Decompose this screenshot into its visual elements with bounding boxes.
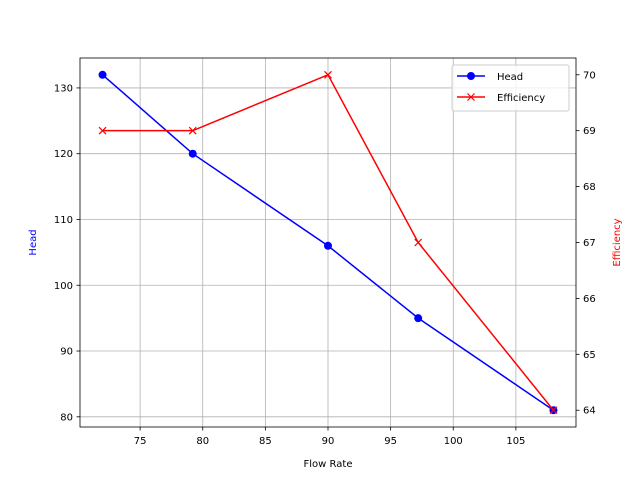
x-tick-label: 80 [196, 436, 209, 447]
x-axis: 75 80 85 90 95 100 105 [134, 427, 525, 447]
head-point [98, 70, 107, 79]
head-point [414, 314, 423, 323]
x-tick-label: 75 [134, 436, 147, 447]
x-tick-label: 90 [322, 436, 335, 447]
y-tick-label: 110 [54, 215, 73, 226]
y-tick-label: 130 [54, 83, 73, 94]
head-point [324, 241, 332, 250]
efficiency-point [98, 126, 107, 135]
efficiency-point [414, 238, 423, 247]
legend-efficiency-marker [467, 93, 475, 101]
y-tick-label-right: 68 [583, 182, 596, 193]
y-axis-label-right: Efficiency [612, 218, 623, 266]
y-axis-label-left: Head [28, 229, 39, 255]
x-tick-label: 105 [506, 436, 525, 447]
legend: Head Efficiency [451, 64, 570, 112]
x-tick-label: 100 [444, 436, 463, 447]
legend-head-label: Head [497, 72, 523, 83]
y-axis-right: 64 65 66 67 68 69 70 [576, 70, 596, 417]
y-tick-label: 120 [54, 149, 73, 160]
x-tick-label: 85 [259, 436, 272, 447]
y-tick-label-right: 69 [583, 126, 596, 137]
y-tick-label-right: 65 [583, 350, 596, 361]
head-point [188, 149, 197, 158]
y-tick-label: 90 [60, 347, 73, 358]
series-layer [98, 70, 558, 415]
x-tick-label: 95 [384, 436, 397, 447]
y-tick-label: 80 [60, 412, 73, 423]
efficiency-point [549, 406, 558, 415]
efficiency-point [188, 126, 197, 135]
y-tick-label-right: 70 [583, 70, 596, 81]
x-axis-label: Flow Rate [304, 459, 353, 470]
legend-head-marker [467, 72, 475, 80]
y-tick-label-right: 67 [583, 238, 596, 249]
y-tick-label-right: 64 [583, 406, 596, 417]
legend-efficiency-label: Efficiency [497, 93, 545, 104]
y-tick-label: 100 [54, 281, 73, 292]
efficiency-point [324, 70, 332, 79]
y-tick-label-right: 66 [583, 294, 596, 305]
y-axis-left: 80 90 100 110 120 130 [54, 83, 80, 423]
